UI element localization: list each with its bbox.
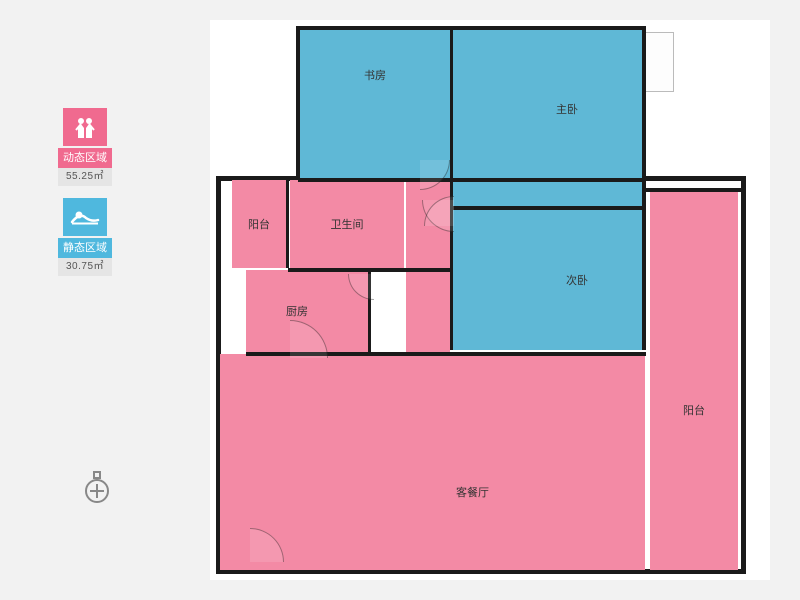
room-bath: 卫生间 <box>290 180 404 268</box>
room-label-master: 主卧 <box>556 101 578 117</box>
room-label-balcony_w: 阳台 <box>248 216 270 232</box>
room-second: 次卧 <box>452 210 642 350</box>
room-label-living: 客餐厅 <box>456 484 489 500</box>
people-icon <box>63 108 107 146</box>
room-balcony_w: 阳台 <box>232 180 286 268</box>
legend-dynamic: 动态区域 55.25㎡ <box>58 108 112 186</box>
room-label-bath: 卫生间 <box>331 216 364 232</box>
room-label-kitchen: 厨房 <box>286 303 308 319</box>
room-label-second: 次卧 <box>566 272 588 288</box>
inner-wall-1 <box>298 178 642 182</box>
inner-wall-8 <box>286 180 289 268</box>
legend-static-value: 30.75㎡ <box>58 258 112 276</box>
legend-dynamic-value: 55.25㎡ <box>58 168 112 186</box>
room-study: 书房 <box>300 30 450 180</box>
exterior-rail <box>644 32 674 92</box>
room-label-balcony_e: 阳台 <box>683 402 705 418</box>
legend-static: 静态区域 30.75㎡ <box>58 198 112 276</box>
legend-static-label: 静态区域 <box>58 238 112 258</box>
legend-dynamic-label: 动态区域 <box>58 148 112 168</box>
inner-wall-0 <box>450 30 453 350</box>
wall-notch-right <box>642 176 746 181</box>
floor-plan: 书房主卧次卧客餐厅厨房卫生间阳台阳台 <box>210 20 770 580</box>
room-label-study: 书房 <box>364 67 386 83</box>
inner-wall-7 <box>642 188 742 192</box>
room-living: 客餐厅 <box>220 354 645 570</box>
inner-wall-2 <box>450 206 642 210</box>
rest-icon <box>63 198 107 236</box>
compass-icon <box>82 470 112 511</box>
room-balcony_e: 阳台 <box>650 190 738 570</box>
